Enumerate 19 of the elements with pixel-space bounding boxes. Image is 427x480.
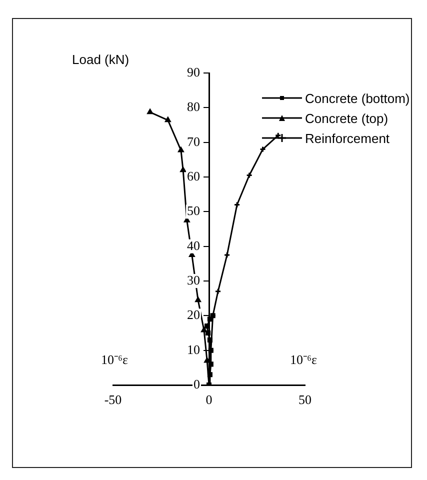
x-tick-label: -50 <box>104 392 122 408</box>
y-tick-label: 0 <box>194 376 200 392</box>
x-tick-label: 0 <box>206 392 212 408</box>
x-tick-label: 50 <box>298 392 312 408</box>
y-tick-label: 30 <box>187 272 200 288</box>
y-tick-label: 60 <box>187 168 200 184</box>
legend-label: Reinforcement <box>305 130 390 146</box>
y-tick-label: 40 <box>187 238 200 253</box>
annotation: 10⁻⁶ε <box>290 352 318 367</box>
y-tick-label: 20 <box>187 307 200 322</box>
y-tick-label: 90 <box>187 64 200 80</box>
y-tick-label: 50 <box>187 203 200 218</box>
annotation: 10⁻⁶ε <box>101 352 129 367</box>
y-tick-label: 80 <box>187 99 200 114</box>
legend-label: Concrete (top) <box>305 110 388 126</box>
y-tick-label: 10 <box>187 342 200 357</box>
legend-label: Concrete (bottom) <box>305 90 410 106</box>
y-tick-label: 70 <box>187 134 200 149</box>
y-axis-title: Load (kN) <box>72 52 130 67</box>
